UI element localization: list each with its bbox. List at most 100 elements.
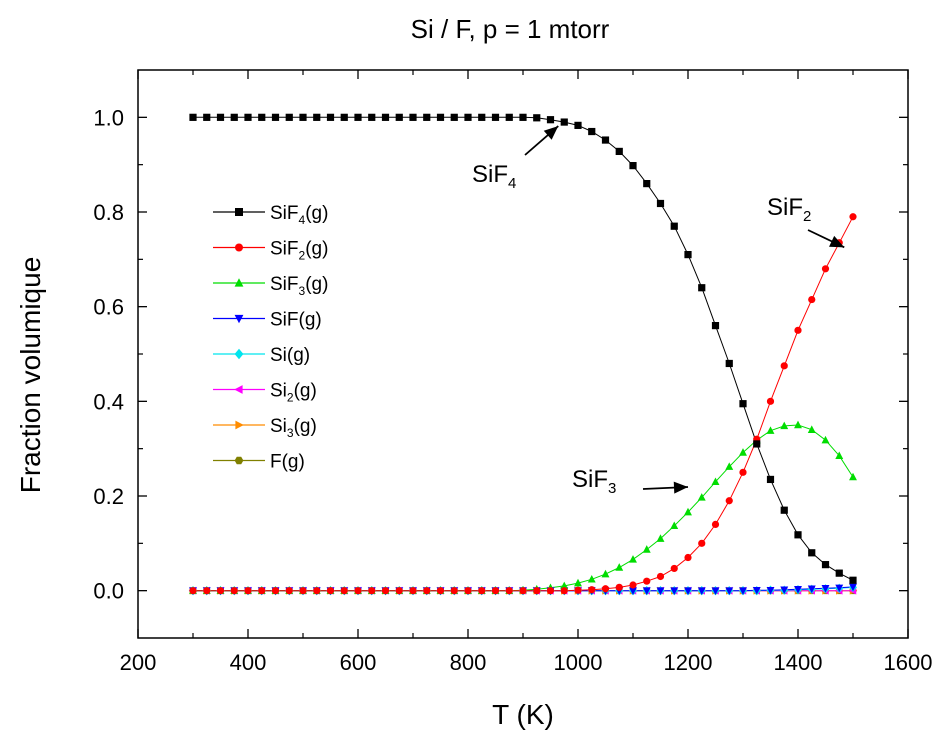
- data-point: [601, 569, 610, 578]
- x-tick-label: 1200: [664, 650, 713, 675]
- data-point: [560, 587, 568, 595]
- data-point: [670, 564, 678, 573]
- data-point: [258, 587, 266, 595]
- data-point: [849, 213, 857, 221]
- data-point: [684, 587, 692, 595]
- legend-marker: [234, 314, 244, 324]
- data-point: [698, 539, 706, 547]
- legend-marker: [234, 348, 244, 360]
- data-point: [752, 586, 761, 595]
- data-point: [189, 113, 197, 121]
- y-tick-labels: 0.0 0.2 0.4 0.6 0.8 1.0: [93, 105, 124, 603]
- data-point: [244, 587, 252, 595]
- data-point: [244, 113, 252, 121]
- x-tick-label: 200: [120, 650, 157, 675]
- data-point: [203, 113, 211, 121]
- data-point: [271, 113, 280, 121]
- data-point: [753, 440, 761, 448]
- data-point: [505, 113, 513, 121]
- data-point: [849, 576, 857, 584]
- x-tick-label: 600: [340, 650, 377, 675]
- data-point: [505, 587, 513, 595]
- data-point: [519, 113, 527, 121]
- data-point: [230, 587, 238, 595]
- data-point: [835, 584, 844, 593]
- y-tick-label: 0.4: [93, 389, 124, 414]
- annotation-arrowhead: [673, 481, 688, 494]
- data-point: [766, 586, 775, 595]
- y-tick-label: 0.8: [93, 200, 124, 225]
- data-point: [560, 118, 568, 126]
- data-point: [835, 451, 844, 460]
- data-point: [656, 199, 665, 208]
- series-marker-group: [189, 113, 857, 584]
- x-tick-labels: 200 400 600 800 1000 1200 1400 1600: [120, 650, 933, 675]
- annotation-label: SiF4: [472, 161, 516, 192]
- data-point: [615, 147, 623, 156]
- y-tick-label: 0.6: [93, 295, 124, 320]
- x-tick-label: 1000: [554, 650, 603, 675]
- data-point: [354, 113, 362, 121]
- data-point: [313, 113, 321, 121]
- data-point: [326, 113, 335, 121]
- data-point: [739, 448, 747, 456]
- legend-label: SiF3(g): [270, 274, 328, 298]
- data-point: [766, 475, 775, 484]
- data-point: [588, 127, 596, 136]
- annotation-arrowhead: [829, 235, 845, 248]
- legend-marker: [234, 385, 243, 394]
- data-point: [725, 497, 733, 505]
- data-point: [574, 578, 582, 587]
- data-point: [450, 113, 458, 121]
- data-point: [670, 521, 679, 530]
- data-point: [340, 113, 348, 121]
- data-point: [808, 295, 816, 304]
- legend-label: SiF(g): [270, 310, 322, 331]
- axis-ticks: [137, 70, 909, 638]
- data-point: [794, 420, 802, 429]
- data-point: [464, 113, 472, 121]
- data-point: [821, 265, 830, 273]
- legend-marker: [234, 456, 244, 465]
- legend-label: SiF4(g): [270, 203, 328, 227]
- legend-marker: [234, 278, 244, 287]
- data-point: [285, 587, 293, 595]
- data-point: [409, 113, 417, 121]
- legend-marker: [235, 208, 243, 216]
- data-point: [436, 587, 445, 595]
- x-tick-label: 1400: [774, 650, 823, 675]
- data-point: [395, 587, 403, 595]
- data-point: [615, 583, 623, 591]
- series-marker-group: [189, 213, 857, 595]
- data-point: [670, 222, 678, 230]
- data-point: [423, 587, 431, 595]
- data-point: [821, 561, 830, 569]
- annotation-label: SiF2: [767, 194, 811, 225]
- data-point: [780, 586, 789, 595]
- data-point: [478, 587, 486, 595]
- data-point: [725, 587, 734, 595]
- data-point: [533, 114, 541, 122]
- annotation-arrowhead: [543, 126, 559, 140]
- data-point: [271, 587, 280, 595]
- x-tick-label: 1600: [884, 650, 933, 675]
- data-point: [299, 587, 307, 595]
- data-point: [587, 574, 596, 583]
- data-point: [780, 362, 788, 370]
- y-tick-label: 1.0: [93, 105, 124, 130]
- data-point: [766, 426, 775, 434]
- data-point: [794, 326, 802, 334]
- data-point: [670, 587, 679, 595]
- data-point: [230, 113, 238, 121]
- data-point: [643, 180, 651, 188]
- data-point: [794, 531, 802, 539]
- data-point: [615, 563, 624, 571]
- data-point: [601, 585, 610, 593]
- data-point: [491, 587, 500, 595]
- data-point: [203, 587, 211, 595]
- legend: SiF4(g) SiF2(g) SiF3(g) SiF(g) Si(g) Si2(g) Si…: [213, 203, 328, 473]
- data-point: [849, 583, 857, 592]
- data-point: [629, 162, 637, 170]
- data-point: [560, 581, 569, 590]
- data-point: [354, 587, 362, 595]
